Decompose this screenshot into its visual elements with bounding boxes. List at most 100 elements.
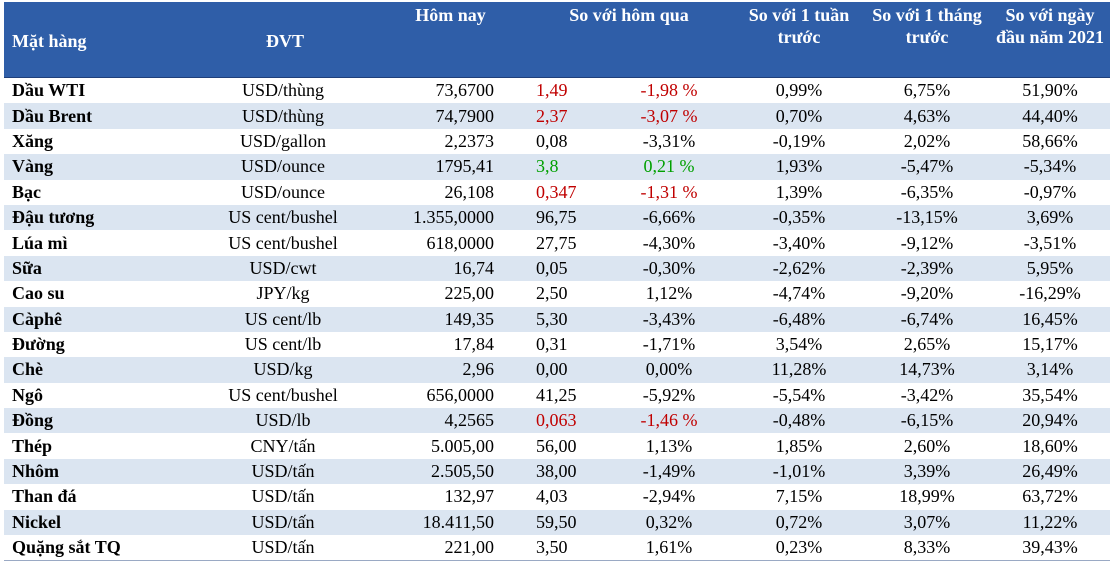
cell-unit: USD/lb [189, 408, 377, 434]
cell-vs-year: 58,66% [990, 128, 1111, 155]
cell-change: 38,00 [524, 458, 604, 485]
cell-item-name: Bạc [4, 179, 189, 205]
cell-unit: USD/tấn [189, 535, 377, 562]
cell-change: 4,03 [524, 484, 604, 510]
cell-today: 17,84 [377, 331, 524, 358]
cell-vs-month: 2,02% [864, 128, 991, 155]
cell-vs-week: 11,28% [734, 357, 865, 383]
cell-vs-week: -5,54% [734, 382, 865, 409]
table-row: Dầu Brent USD/thùng 74,7900 2,37 -3,07 % 0,70… [4, 103, 1111, 129]
cell-vs-year: 11,22% [990, 509, 1111, 536]
cell-today: 618,0000 [377, 230, 524, 256]
cell-vs-week: -6,48% [734, 306, 865, 332]
cell-vs-week: -1,01% [734, 458, 865, 485]
cell-change: 2,37 [524, 103, 604, 129]
cell-unit: USD/tấn [189, 509, 377, 536]
cell-vs-week: 0,23% [734, 535, 865, 562]
cell-item-name: Dầu Brent [4, 103, 189, 129]
cell-vs-week: 0,72% [734, 509, 865, 536]
cell-change-pct: -6,66% [604, 204, 735, 231]
cell-vs-week: -0,35% [734, 204, 865, 231]
cell-change-pct: -3,31% [604, 128, 735, 155]
cell-change: 0,347 [524, 179, 604, 205]
cell-vs-year: 26,49% [990, 458, 1111, 485]
cell-change: 1,49 [524, 77, 604, 104]
cell-item-name: Ngô [4, 382, 189, 409]
table-row: Than đá USD/tấn 132,97 4,03 -2,94% 7,15% 18,99… [4, 484, 1111, 510]
cell-vs-month: -5,47% [864, 154, 991, 180]
cell-vs-year: 63,72% [990, 484, 1111, 510]
cell-item-name: Dầu WTI [4, 77, 189, 104]
cell-today: 149,35 [377, 306, 524, 332]
cell-change-pct: 1,61% [604, 535, 735, 562]
cell-today: 16,74 [377, 255, 524, 282]
cell-today: 2.505,50 [377, 458, 524, 485]
cell-change-pct: -3,43% [604, 306, 735, 332]
cell-vs-year: 16,45% [990, 306, 1111, 332]
cell-vs-month: 3,07% [864, 509, 991, 536]
cell-item-name: Nickel [4, 509, 189, 536]
table-row: Cao su JPY/kg 225,00 2,50 1,12% -4,74% -9,20% -… [4, 281, 1111, 307]
cell-change: 3,8 [524, 154, 604, 180]
cell-vs-week: 0,99% [734, 77, 865, 104]
cell-vs-week: 0,70% [734, 103, 865, 129]
header-vs-yesterday: So với hôm qua [524, 2, 735, 78]
cell-unit: USD/thùng [189, 103, 377, 129]
cell-vs-month: 8,33% [864, 535, 991, 562]
cell-today: 18.411,50 [377, 509, 524, 536]
cell-vs-year: 44,40% [990, 103, 1111, 129]
cell-vs-month: -6,35% [864, 179, 991, 205]
cell-change-pct: -1,71% [604, 331, 735, 358]
cell-unit: USD/cwt [189, 255, 377, 282]
cell-vs-year: 39,43% [990, 535, 1111, 562]
table-row: Thép CNY/tấn 5.005,00 56,00 1,13% 1,85% 2,60% 1… [4, 433, 1111, 459]
cell-change: 41,25 [524, 382, 604, 409]
cell-change: 0,08 [524, 128, 604, 155]
cell-change-pct: -1,98 % [604, 77, 735, 104]
cell-item-name: Vàng [4, 154, 189, 180]
cell-vs-month: -2,39% [864, 255, 991, 282]
table-row: Nhôm USD/tấn 2.505,50 38,00 -1,49% -1,01% 3,39… [4, 458, 1111, 485]
cell-vs-month: -3,42% [864, 382, 991, 409]
cell-today: 2,2373 [377, 128, 524, 155]
cell-change-pct: 0,32% [604, 509, 735, 536]
cell-vs-week: -2,62% [734, 255, 865, 282]
cell-vs-month: 18,99% [864, 484, 991, 510]
cell-vs-month: 6,75% [864, 77, 991, 104]
cell-vs-week: -4,74% [734, 281, 865, 307]
cell-vs-month: -13,15% [864, 204, 991, 231]
header-vs-week: So với 1 tuần trước [734, 2, 865, 78]
cell-vs-month: -9,20% [864, 281, 991, 307]
cell-change-pct: 0,21 % [604, 154, 735, 180]
cell-vs-week: -3,40% [734, 230, 865, 256]
header-vs-year: So với ngày đầu năm 2021 [990, 2, 1111, 78]
cell-vs-year: -5,34% [990, 154, 1111, 180]
cell-item-name: Xăng [4, 128, 189, 155]
cell-item-name: Đồng [4, 408, 189, 434]
cell-vs-week: -0,48% [734, 408, 865, 434]
cell-today: 132,97 [377, 484, 524, 510]
cell-item-name: Cao su [4, 281, 189, 307]
table-row: Bạc USD/ounce 26,108 0,347 -1,31 % 1,39% -6,35… [4, 179, 1111, 205]
header-unit: ĐVT [189, 2, 377, 78]
cell-vs-week: 1,39% [734, 179, 865, 205]
cell-vs-year: -3,51% [990, 230, 1111, 256]
cell-vs-year: 15,17% [990, 331, 1111, 358]
commodity-price-table-container: Mặt hàng ĐVT Hôm nay So với hôm qua So v… [4, 2, 1111, 562]
cell-vs-year: 3,69% [990, 204, 1111, 231]
cell-change: 0,05 [524, 255, 604, 282]
cell-unit: US cent/bushel [189, 382, 377, 409]
cell-change: 0,31 [524, 331, 604, 358]
cell-vs-year: -16,29% [990, 281, 1111, 307]
table-row: Chè USD/kg 2,96 0,00 0,00% 11,28% 14,73% 3,14% [4, 357, 1111, 383]
cell-vs-week: 1,93% [734, 154, 865, 180]
cell-change: 0,063 [524, 408, 604, 434]
cell-item-name: Sữa [4, 255, 189, 282]
table-row: Đồng USD/lb 4,2565 0,063 -1,46 % -0,48% -6,15%… [4, 408, 1111, 434]
cell-vs-year: 5,95% [990, 255, 1111, 282]
cell-change-pct: -5,92% [604, 382, 735, 409]
cell-today: 4,2565 [377, 408, 524, 434]
table-row: Sữa USD/cwt 16,74 0,05 -0,30% -2,62% -2,39% 5,9… [4, 255, 1111, 282]
header-item: Mặt hàng [4, 2, 189, 78]
cell-item-name: Đậu tương [4, 204, 189, 231]
